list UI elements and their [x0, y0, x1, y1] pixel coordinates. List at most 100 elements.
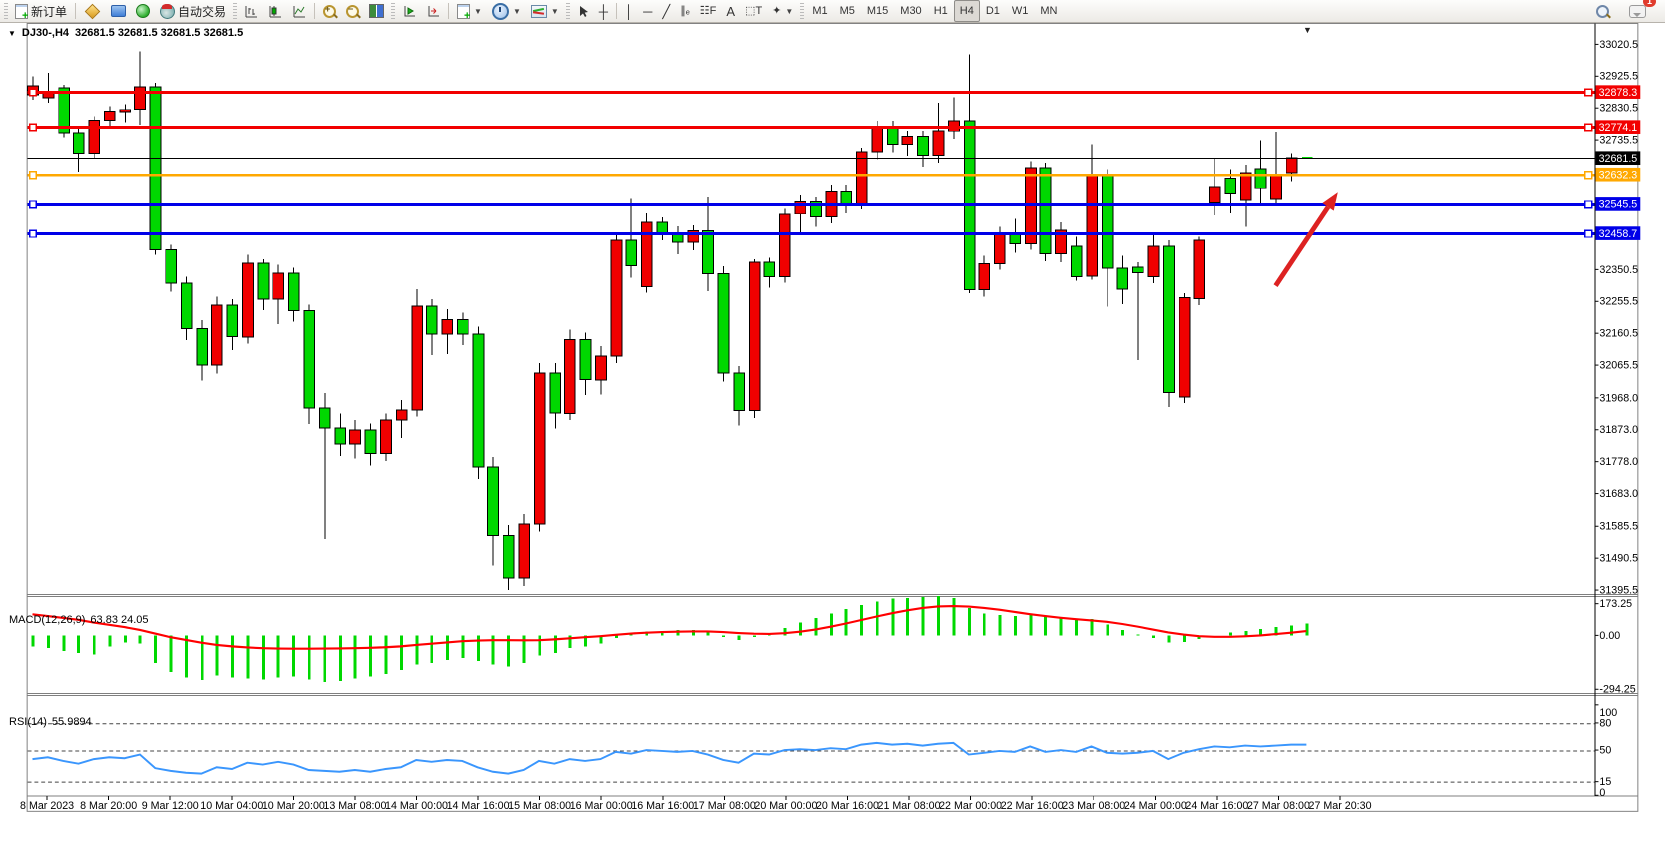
- candle: [993, 233, 1006, 264]
- trendline-icon: ╱: [662, 3, 671, 19]
- zoom-in-icon: +: [323, 4, 337, 18]
- candle: [733, 372, 745, 412]
- price-tick-label: 31873.0: [1599, 424, 1638, 436]
- timeframe-button-m1[interactable]: M1: [812, 5, 828, 17]
- rsi-axis-label: 80: [1599, 717, 1611, 729]
- search-icon: [1596, 4, 1609, 18]
- time-tick-label: 17 Mar 08:00: [693, 800, 756, 812]
- hline-handle[interactable]: [28, 123, 38, 132]
- fibonacci-button[interactable]: ☷F: [695, 0, 722, 22]
- candle: [1193, 239, 1206, 299]
- candle: [748, 261, 761, 412]
- toolbar-grip: [233, 3, 238, 19]
- hline-handle[interactable]: [28, 200, 38, 209]
- templates-button[interactable]: ▼: [526, 0, 564, 22]
- candle: [318, 407, 331, 429]
- candle: [717, 273, 730, 374]
- virtual-hosting-button[interactable]: [106, 0, 131, 22]
- timeframe-button-d1[interactable]: D1: [985, 5, 1000, 17]
- hline-handle[interactable]: [28, 88, 38, 97]
- bar-chart-icon: [245, 5, 258, 17]
- arrows-button[interactable]: ✦ ▼: [767, 0, 798, 22]
- clock-icon: [491, 2, 509, 20]
- equidistant-channel-button[interactable]: ∥ₑ: [675, 0, 695, 22]
- candle: [886, 126, 899, 146]
- timeframe-button-h4[interactable]: H4: [953, 0, 980, 22]
- timeframe-button-w1[interactable]: W1: [1011, 5, 1029, 17]
- horizontal-lines[interactable]: [27, 88, 1595, 238]
- price-badge-label: 32545.5: [1599, 199, 1638, 211]
- candle: [472, 333, 485, 468]
- new-chart-button[interactable]: + ▼: [452, 0, 487, 22]
- timeframe-button-mn[interactable]: MN: [1040, 5, 1058, 17]
- trend-arrow-annotation[interactable]: [1273, 192, 1338, 287]
- vertical-line-icon: │: [625, 3, 634, 19]
- hline-handle[interactable]: [28, 171, 38, 180]
- timeframe-button-m30[interactable]: M30: [900, 5, 922, 17]
- text-label-button[interactable]: ⬚T: [740, 0, 767, 22]
- timeframe-button-m5[interactable]: M5: [839, 5, 855, 17]
- candle: [257, 262, 270, 300]
- candle: [533, 372, 546, 525]
- candle: [1070, 245, 1083, 277]
- autotrade-button[interactable]: 自动交易: [155, 0, 231, 22]
- chart-window[interactable]: 33020.5 32925.5 32830.5 32735.5 32350.5 32255…: [0, 23, 1665, 841]
- vertical-line-button[interactable]: │: [620, 0, 638, 22]
- signals-button[interactable]: [131, 0, 155, 22]
- crosshair-button[interactable]: ┼: [594, 0, 613, 22]
- search-button[interactable]: [1591, 0, 1614, 22]
- chart-canvas[interactable]: 33020.5 32925.5 32830.5 32735.5 32350.5 32255…: [0, 23, 1665, 841]
- panel-separators[interactable]: [27, 23, 1638, 797]
- zoom-in-button[interactable]: +: [318, 0, 341, 22]
- macd-axis-label: -294.25: [1599, 684, 1635, 696]
- timeframe-button-m15[interactable]: M15: [866, 5, 889, 17]
- horizontal-line-button[interactable]: ─: [638, 0, 657, 22]
- candle: [763, 261, 776, 277]
- auto-scroll-button[interactable]: [397, 0, 421, 22]
- tile-windows-button[interactable]: [364, 0, 389, 22]
- zoom-out-button[interactable]: −: [341, 0, 364, 22]
- time-tick-label: 20 Mar 00:00: [754, 800, 817, 812]
- mql5-community-button[interactable]: [79, 0, 106, 22]
- macd-axis-label: 0.00: [1599, 630, 1620, 642]
- time-tick-label: 8 Mar 20:00: [80, 800, 137, 812]
- new-order-button[interactable]: + 新订单: [10, 0, 72, 22]
- mql5-icon: [84, 3, 101, 19]
- price-badge-32545.5: [1595, 197, 1641, 211]
- chart-shift-button[interactable]: [421, 0, 445, 22]
- chart-dropdown-icon[interactable]: ▼: [8, 28, 16, 38]
- timeframe-button-h1[interactable]: H1: [933, 5, 948, 17]
- periods-button[interactable]: ▼: [487, 0, 526, 22]
- hline-handle[interactable]: [1584, 88, 1593, 97]
- rsi-axis-label: 0: [1599, 787, 1605, 799]
- notification-badge: 1: [1643, 0, 1656, 7]
- candlestick-chart-button[interactable]: [263, 0, 287, 22]
- candle: [287, 272, 300, 312]
- price-tick-label: 32735.5: [1599, 135, 1638, 147]
- chart-frame: [26, 23, 1639, 812]
- auto-scroll-icon: [404, 5, 416, 16]
- time-tick-label: 24 Mar 16:00: [1185, 800, 1248, 812]
- candle: [441, 318, 454, 335]
- cursor-button[interactable]: [572, 0, 594, 22]
- chart-shift-icon: [428, 5, 440, 16]
- hline-handle[interactable]: [1584, 229, 1593, 238]
- price-tick-label: 31778.0: [1599, 456, 1638, 468]
- time-tick-label: 21 Mar 08:00: [878, 800, 941, 812]
- chart-symbol-period: DJ30-,H4: [21, 27, 69, 39]
- rsi-value: 55.9894: [51, 716, 92, 728]
- toolbar-separator: [75, 3, 77, 19]
- autotrade-label: 自动交易: [178, 4, 227, 19]
- line-chart-button[interactable]: [287, 0, 311, 22]
- chart-menu-arrow-icon[interactable]: ▼: [1303, 25, 1312, 35]
- hline-handle[interactable]: [1584, 200, 1593, 209]
- hline-handle[interactable]: [1584, 123, 1593, 132]
- text-button[interactable]: A: [721, 0, 740, 22]
- trendline-button[interactable]: ╱: [657, 0, 675, 22]
- hline-handle[interactable]: [28, 229, 38, 238]
- bar-chart-button[interactable]: [239, 0, 263, 22]
- notifications-button[interactable]: 1: [1624, 0, 1656, 22]
- hline-handle[interactable]: [1584, 171, 1593, 180]
- rsi-name: RSI(14): [9, 716, 47, 728]
- toolbar-grip: [391, 3, 396, 19]
